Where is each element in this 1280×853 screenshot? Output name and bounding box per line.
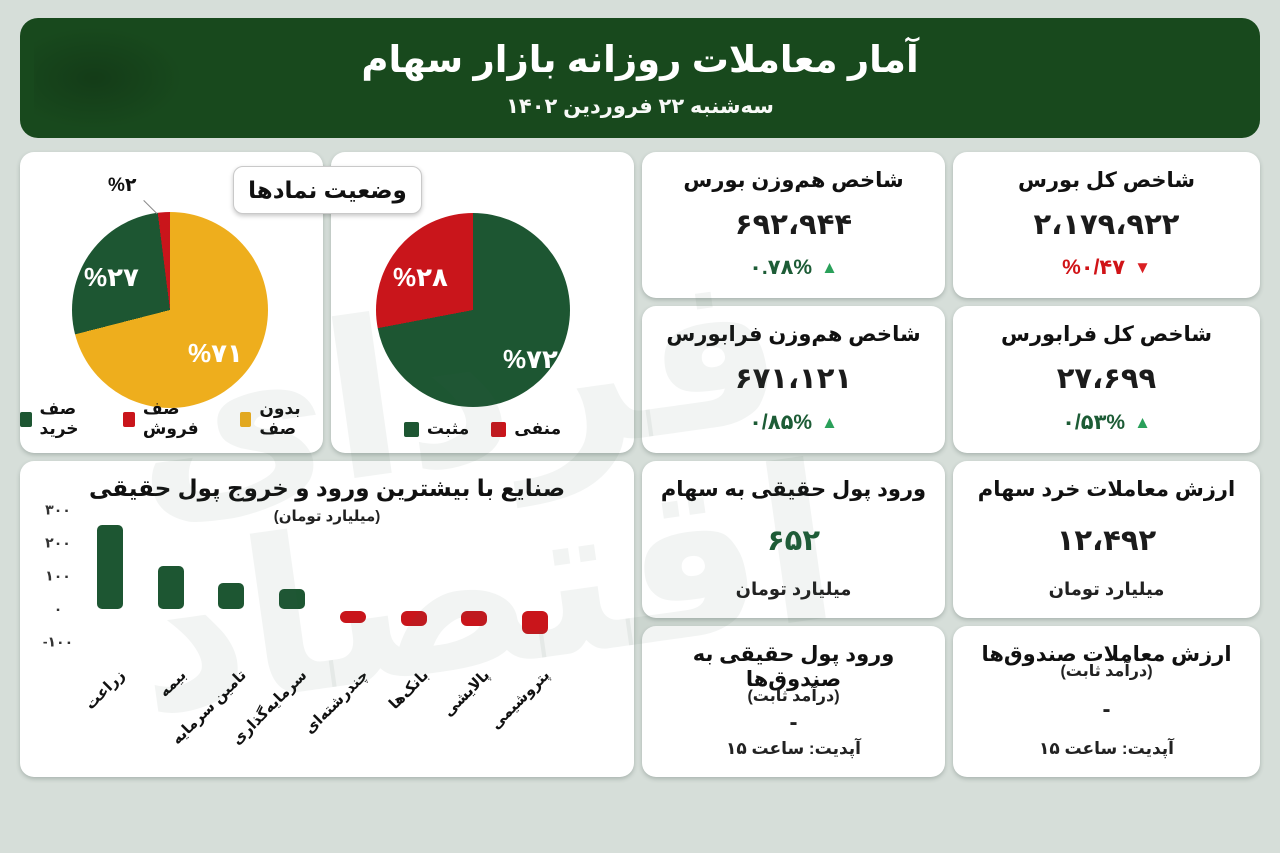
y-axis-tick: ۱۰۰ [45,567,71,584]
brand-logo-watermark-icon [34,26,184,130]
card-value: ۶۷۱،۱۲۱ [734,363,853,395]
card-value: ۶۹۲،۹۴۴ [734,208,853,241]
page-title: آمار معاملات روزانه بازار سهام [361,39,919,80]
bar-chart-subtitle: (میلیارد تومان) [273,508,381,525]
legend-item-positive: مثبت [403,419,469,439]
card-retail-stock-trades-value: ارزش معاملات خرد سهام ۱۲،۴۹۲ میلیارد توم… [953,461,1260,618]
y-axis-tick: ۳۰۰ [45,501,71,518]
card-title: شاخص هم‌وزن بورس [683,169,904,192]
x-axis-label: زراعت [82,666,129,714]
header: آمار معاملات روزانه بازار سهام سه‌شنبه ۲… [20,18,1260,138]
card-title: شاخص کل فرابورس [1000,323,1213,346]
pie-slice-label-positive: %۷۲ [503,344,558,374]
card-value: - [1102,696,1111,723]
card-title: ورود پول حقیقی به سهام [660,478,927,501]
y-axis-tick: ۰ [53,600,63,617]
card-change: ۰.۷۸% ▲ [749,256,838,279]
pie-slice-label-no-queue: %۷۱ [188,338,243,368]
x-axis-label: پالایشی [439,666,493,721]
card-value: ۲۷،۶۹۹ [1056,363,1157,395]
card-change: ۰/۸۵% ▲ [749,411,838,434]
bar-positive [218,582,245,609]
pie-slice-label-sell-queue: %۲ [108,175,137,196]
card-title: ورود پول حقیقی به صندوق‌ها [692,643,895,691]
down-triangle-icon: ▼ [1134,258,1151,277]
card-value: ۱۲،۴۹۲ [1056,525,1157,557]
y-axis-tick: ۲۰۰ [45,534,71,551]
legend-item-no-queue: بدون صف [239,399,323,439]
card-value: ۲،۱۷۹،۹۲۲ [1033,208,1180,241]
pie-chart-positive-negative [376,213,570,407]
bar-positive [157,566,184,609]
bar-negative [521,611,548,635]
pies-overlay-title: وضعیت نمادها [233,166,422,214]
card-title: ارزش معاملات صندوق‌ها [981,643,1232,666]
pie-chart-queue-status [72,212,268,408]
card-change: ۰/۵۳% ▲ [1062,411,1151,434]
yellow-swatch-icon [239,411,252,427]
green-swatch-icon [20,411,32,427]
up-triangle-icon: ▲ [1134,413,1151,432]
card-unit: میلیارد تومان [735,579,852,599]
card-unit: میلیارد تومان [1048,579,1165,599]
card-total-bourse-index: شاخص کل بورس ۲،۱۷۹،۹۲۲ %۰/۴۷ ▼ [953,152,1260,298]
card-real-money-inflow-stocks: ورود پول حقیقی به سهام ۶۵۲ میلیارد تومان [642,461,945,618]
legend-item-sell-queue: صف فروش [123,399,218,439]
card-total-farabourse-index: شاخص کل فرابورس ۲۷،۶۹۹ ۰/۵۳% ▲ [953,306,1260,453]
up-triangle-icon: ▲ [821,258,838,277]
card-subtitle: (درآمد ثابت) [747,688,840,705]
bar-chart-title: صنایع با بیشترین ورود و خروج پول حقیقی [88,475,566,501]
bar-positive [97,524,123,609]
card-subtitle: (درآمد ثابت) [1060,663,1153,680]
y-axis-tick: -۱۰۰ [42,633,74,650]
x-axis-label: بیمه [155,666,190,701]
card-title: شاخص کل بورس [1017,169,1196,192]
card-funds-trades-value: ارزش معاملات صندوق‌ها (درآمد ثابت) - آپد… [953,626,1260,777]
card-value: - [789,708,798,736]
red-swatch-icon [491,421,507,437]
bar-negative [400,611,427,626]
card-real-money-inflow-funds: ورود پول حقیقی به صندوق‌ها (درآمد ثابت) … [642,626,945,777]
bar-positive [279,589,306,609]
card-title: شاخص هم‌وزن فرابورس [666,323,921,346]
legend-item-buy-queue: صف خرید [20,399,101,439]
legend-item-negative: منفی [491,419,561,439]
bar-chart-panel: صنایع با بیشترین ورود و خروج پول حقیقی (… [20,461,634,777]
pie2-legend: مثبت منفی [331,419,634,439]
up-triangle-icon: ▲ [821,413,838,432]
card-equal-weight-farabourse-index: شاخص هم‌وزن فرابورس ۶۷۱،۱۲۱ ۰/۸۵% ▲ [642,306,945,453]
bar-negative [461,611,488,626]
red-swatch-icon [123,411,135,427]
card-update-time: آپدیت: ساعت ۱۵ [726,739,861,758]
card-title: ارزش معاملات خرد سهام [977,478,1236,501]
x-axis-label: پتروشیمی [487,666,554,733]
green-swatch-icon [403,421,419,437]
card-change: %۰/۴۷ ▼ [1062,256,1151,279]
pie1-legend: صف خرید صف فروش بدون صف [20,399,323,439]
bar-negative [339,611,366,623]
x-axis-label: چندرشته‌ای [300,666,372,738]
card-value: ۶۵۲ [766,525,821,557]
leader-line [143,200,158,215]
card-equal-weight-bourse-index: شاخص هم‌وزن بورس ۶۹۲،۹۴۴ ۰.۷۸% ▲ [642,152,945,298]
pie-slice-label-buy-queue: %۲۷ [84,262,139,292]
bar-chart-plot: ۳۰۰ ۲۰۰ ۱۰۰ ۰ -۱۰۰ زراعت بیمه تامین سرمایه سرمای… [20,461,634,777]
page-date: سه‌شنبه ۲۲ فروردین ۱۴۰۲ [506,95,774,118]
card-update-time: آپدیت: ساعت ۱۵ [1039,739,1174,758]
pie-slice-label-negative: %۲۸ [393,262,448,292]
x-axis-label: بانک‌ها [386,666,433,713]
